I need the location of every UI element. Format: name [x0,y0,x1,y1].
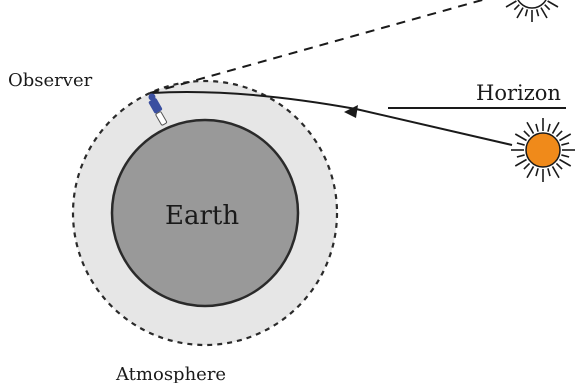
sun-ray [505,0,517,8]
sun-ray [535,168,539,177]
sun-ray [526,166,535,179]
sun-ray [514,133,527,142]
apparent-sight-line [149,0,486,94]
sun-ray [547,123,551,132]
sun-ray [516,7,524,19]
earth-circle [110,118,300,308]
sun-ray [561,154,570,158]
sun-ray [561,142,570,146]
sun-ray [524,9,529,17]
light-direction-arrow [344,105,358,118]
sun-ray [544,4,551,11]
refracted-light-path [151,91,513,146]
sun-ray [513,4,520,11]
sun-ray [551,166,560,179]
apparent-sun-icon [505,0,559,22]
sun-icon [511,118,575,182]
observer-label: Observer [8,70,93,91]
sun-ray [540,7,548,19]
sun-ray [547,168,551,177]
sun-ray [523,130,531,138]
sun-ray [551,121,560,134]
sun-ray [555,130,563,138]
sun-ray [514,158,527,167]
sun-ray [559,158,572,167]
sun-ray [547,0,559,8]
sun-ray [516,142,525,146]
atmosphere-label: Atmosphere [115,364,226,383]
sun-ray [523,162,531,170]
sun-ray [526,121,535,134]
sun-ray [535,123,539,132]
observer-figure [148,93,168,126]
earth-label: Earth [165,201,239,231]
sun-ray [555,162,563,170]
sun-ray [516,154,525,158]
sun-ray [559,133,572,142]
horizon-label: Horizon [476,81,561,105]
sun-ray [535,9,540,17]
